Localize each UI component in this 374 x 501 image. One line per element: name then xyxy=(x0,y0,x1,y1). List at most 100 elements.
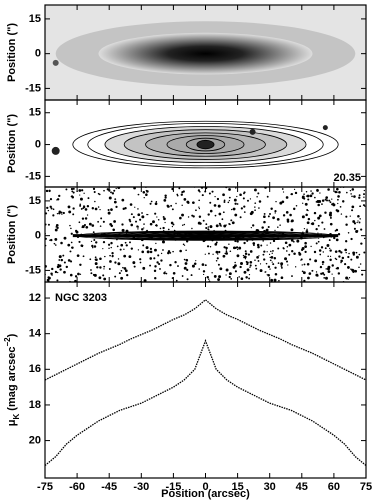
speckle xyxy=(63,270,66,274)
speckle xyxy=(202,219,205,222)
speckle xyxy=(254,202,257,204)
speckle xyxy=(104,255,106,258)
speckle xyxy=(329,249,332,252)
speckle xyxy=(353,222,357,225)
speckle xyxy=(359,263,362,265)
speckle xyxy=(307,217,311,221)
speckle xyxy=(243,256,245,259)
speckle xyxy=(331,273,333,275)
speckle xyxy=(303,227,306,230)
speckle xyxy=(114,198,117,201)
speckle xyxy=(198,215,202,218)
panel-content xyxy=(45,298,366,467)
speckle xyxy=(289,213,292,217)
speckle xyxy=(71,195,74,198)
speckle xyxy=(97,206,100,208)
speckle xyxy=(179,216,182,220)
speckle xyxy=(185,258,189,262)
speckle xyxy=(301,196,305,199)
speckle xyxy=(216,257,219,260)
x-tick-label: -15 xyxy=(165,481,181,493)
speckle xyxy=(180,193,183,196)
speckle xyxy=(349,215,351,217)
speckle xyxy=(172,271,176,275)
speckle xyxy=(117,262,121,266)
speckle xyxy=(359,205,362,208)
speckle xyxy=(232,246,236,250)
speckle xyxy=(49,205,52,208)
speckle xyxy=(224,252,226,255)
contour xyxy=(72,120,339,169)
speckle xyxy=(239,216,242,219)
speckle xyxy=(215,241,218,244)
speckle xyxy=(141,250,145,254)
speckle xyxy=(356,230,359,232)
speckle xyxy=(262,253,265,256)
speckle xyxy=(316,188,319,192)
y-axis-label: Position (") xyxy=(6,114,18,173)
speckle xyxy=(287,264,289,266)
speckle xyxy=(246,199,250,202)
speckle xyxy=(235,187,237,189)
speckle xyxy=(123,267,127,270)
y-tick-label: -15 xyxy=(25,170,41,182)
speckle xyxy=(149,202,152,205)
speckle xyxy=(269,242,272,244)
speckle xyxy=(324,211,327,214)
speckle xyxy=(70,232,73,235)
speckle xyxy=(291,250,294,253)
speckle xyxy=(100,217,103,220)
speckle xyxy=(266,251,268,253)
speckle xyxy=(256,195,258,198)
speckle xyxy=(122,207,125,211)
speckle xyxy=(306,194,310,198)
speckle xyxy=(260,244,263,247)
speckle xyxy=(327,265,331,269)
speckle xyxy=(181,224,184,227)
speckle xyxy=(310,245,312,248)
speckle xyxy=(340,213,343,215)
speckle xyxy=(240,277,244,280)
x-tick-label: -45 xyxy=(101,481,117,493)
speckle xyxy=(129,220,132,223)
speckle xyxy=(271,261,273,263)
speckle xyxy=(52,214,55,217)
speckle xyxy=(79,263,82,266)
speckle xyxy=(58,194,61,198)
speckle xyxy=(277,226,279,228)
speckle xyxy=(321,199,325,202)
speckle xyxy=(363,237,366,240)
speckle xyxy=(327,270,331,274)
speckle xyxy=(198,199,201,202)
speckle xyxy=(183,258,186,261)
speckle xyxy=(315,242,318,245)
speckle xyxy=(218,212,222,216)
speckle xyxy=(234,202,237,205)
speckle xyxy=(270,250,272,253)
speckle xyxy=(334,257,337,260)
y-tick-label: 15 xyxy=(29,107,41,119)
speckle xyxy=(214,195,216,198)
speckle xyxy=(61,213,63,215)
y-tick-label: -15 xyxy=(25,82,41,94)
speckle xyxy=(209,201,212,204)
speckle xyxy=(201,263,205,266)
speckle xyxy=(58,264,62,268)
speckle xyxy=(232,207,236,211)
speckle xyxy=(184,262,188,265)
speckle xyxy=(350,258,353,261)
speckle xyxy=(72,207,75,210)
speckle xyxy=(267,225,270,229)
speckle xyxy=(170,204,173,207)
speckle xyxy=(223,246,226,249)
speckle xyxy=(143,196,145,199)
speckle xyxy=(263,220,266,224)
speckle xyxy=(305,191,308,193)
speckle xyxy=(149,247,153,250)
speckle xyxy=(179,249,182,253)
speckle xyxy=(55,224,59,227)
speckle xyxy=(318,214,322,218)
speckle xyxy=(302,271,306,275)
speckle xyxy=(97,220,100,223)
speckle xyxy=(182,243,185,246)
